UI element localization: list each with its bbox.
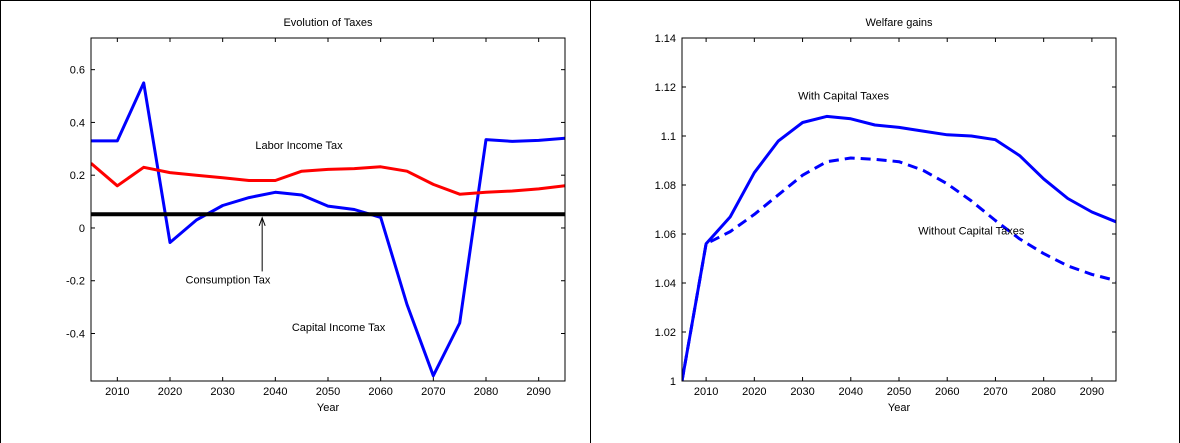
- series-group: [91, 81, 565, 378]
- x-tick-label: 2050: [887, 386, 911, 398]
- x-tick-label: 2040: [263, 386, 287, 398]
- annotation-label: Consumption Tax: [186, 274, 271, 286]
- y-tick-label: -0.4: [66, 329, 85, 341]
- plot-area-border: [681, 37, 1117, 382]
- annotation-label: Capital Income Tax: [292, 322, 386, 334]
- y-tick-label: 1: [670, 376, 676, 388]
- chart-1: Evolution of Taxes 2010 2020 2030 2040 2050 20…: [66, 17, 566, 414]
- y-tick-label: 1.08: [655, 180, 676, 192]
- plot-area-border: [90, 37, 566, 382]
- x-tick-label: 2020: [158, 386, 182, 398]
- series-labor-income-tax: [91, 162, 565, 196]
- y-tick-label: 0.6: [70, 65, 85, 77]
- left-border: [0, 0, 1, 443]
- chart-2: Welfare gains 2010 2020 2030 2040 2050 2060 207…: [655, 17, 1117, 414]
- y-tick-label: 1.04: [655, 278, 676, 290]
- series-group: [682, 114, 1116, 381]
- chart-title: Welfare gains: [865, 17, 933, 29]
- x-tick-label: 2010: [694, 386, 718, 398]
- x-tick-label: 2090: [1080, 386, 1104, 398]
- x-tick-label: 2060: [368, 386, 392, 398]
- x-tick-label: 2070: [983, 386, 1007, 398]
- x-tick-label: 2060: [935, 386, 959, 398]
- x-tick-label: 2010: [105, 386, 129, 398]
- x-tick-label: 2030: [210, 386, 234, 398]
- x-tick-label: 2040: [839, 386, 863, 398]
- x-tick-label: 2080: [1031, 386, 1055, 398]
- y-tick-label: 1.12: [655, 82, 676, 94]
- x-tick-label: 2090: [526, 386, 550, 398]
- y-tick-label: 0.4: [70, 117, 85, 129]
- middle-divider: [590, 0, 591, 443]
- x-tick-label: 2020: [742, 386, 766, 398]
- y-tick-label: 1.1: [661, 131, 676, 143]
- series-with-capital-taxes: [682, 114, 1116, 381]
- x-tick-label: 2030: [790, 386, 814, 398]
- annotation-label: Labor Income Tax: [255, 140, 343, 152]
- x-axis-label: Year: [888, 402, 911, 414]
- x-tick-label: 2080: [474, 386, 498, 398]
- x-tick-label: 2050: [316, 386, 340, 398]
- annotation-label: With Capital Taxes: [798, 91, 889, 103]
- y-tick-label: 1.14: [655, 33, 676, 45]
- y-tick-label: 1.06: [655, 229, 676, 241]
- x-tick-label: 2070: [421, 386, 445, 398]
- y-tick-label: 0: [79, 223, 85, 235]
- y-tick-label: -0.2: [66, 276, 85, 288]
- series-without-capital-taxes: [682, 156, 1116, 381]
- y-tick-label: 1.02: [655, 327, 676, 339]
- x-axis-label: Year: [317, 402, 340, 414]
- arrow-head: [258, 216, 266, 226]
- annotation-label: Without Capital Taxes: [918, 225, 1025, 237]
- series-capital-income-tax: [91, 81, 565, 378]
- chart-title: Evolution of Taxes: [283, 17, 373, 29]
- y-tick-label: 0.2: [70, 170, 85, 182]
